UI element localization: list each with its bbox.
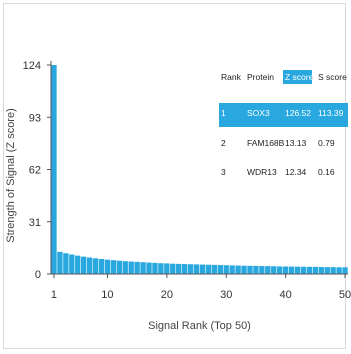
bar-34 bbox=[247, 265, 253, 274]
x-tick-label: 10 bbox=[101, 289, 113, 301]
bar-47 bbox=[324, 267, 330, 274]
x-tick-label: 50 bbox=[339, 289, 351, 301]
bar-19 bbox=[158, 263, 164, 274]
bar-18 bbox=[152, 262, 158, 274]
table-cell: WDR13 bbox=[247, 167, 277, 177]
bar-42 bbox=[294, 266, 301, 274]
bar-26 bbox=[199, 264, 206, 274]
x-tick-label: 40 bbox=[280, 289, 292, 301]
x-tick-label: 1 bbox=[51, 289, 57, 301]
bar-36 bbox=[259, 266, 265, 274]
table-cell: 126.52 bbox=[285, 108, 311, 118]
table-header-cell: S score bbox=[318, 72, 347, 82]
table-cell: 0.79 bbox=[318, 138, 335, 148]
bar-14 bbox=[128, 261, 134, 274]
bar-6 bbox=[81, 256, 87, 274]
bar-10 bbox=[104, 259, 111, 274]
bar-39 bbox=[277, 266, 283, 274]
y-tick-label: 62 bbox=[29, 165, 41, 177]
bar-50 bbox=[342, 267, 348, 274]
bar-9 bbox=[98, 259, 105, 274]
bar-21 bbox=[170, 263, 176, 274]
bar-29 bbox=[217, 265, 223, 274]
table-cell: 2 bbox=[221, 138, 226, 148]
bar-40 bbox=[282, 266, 289, 274]
table-cell: 1 bbox=[221, 108, 226, 118]
zscore-header-highlight bbox=[283, 70, 312, 84]
y-axis-title: Strength of Signal (Z score) bbox=[5, 108, 17, 243]
y-ticks-group: 0 31 62 93 124 bbox=[23, 60, 51, 281]
x-tick-label: 30 bbox=[220, 289, 232, 301]
x-ticks-group: 1 10 20 30 40 50 bbox=[51, 274, 351, 301]
bar-33 bbox=[241, 265, 247, 274]
bar-49 bbox=[336, 267, 342, 274]
table-cell: 3 bbox=[221, 167, 226, 177]
bar-41 bbox=[288, 266, 295, 274]
bar-8 bbox=[92, 258, 99, 274]
bar-5 bbox=[75, 255, 81, 274]
bar-46 bbox=[318, 267, 324, 274]
bar-32 bbox=[235, 265, 241, 274]
bar-45 bbox=[312, 266, 318, 274]
y-tick-label: 124 bbox=[23, 60, 41, 72]
bar-15 bbox=[134, 261, 140, 274]
y-tick-label: 0 bbox=[35, 269, 41, 281]
table-cell: SOX3 bbox=[247, 108, 270, 118]
table-cell: FAM168B bbox=[247, 138, 285, 148]
x-tick-label: 20 bbox=[161, 289, 173, 301]
bar-7 bbox=[86, 257, 93, 274]
x-axis-title: Signal Rank (Top 50) bbox=[148, 320, 251, 332]
bar-2 bbox=[57, 251, 63, 274]
table-row-highlight bbox=[219, 103, 348, 127]
table-header-cell-zscore: Z score bbox=[285, 72, 314, 82]
table-cell: 0.16 bbox=[318, 167, 335, 177]
y-tick-label: 31 bbox=[29, 217, 41, 229]
bar-24 bbox=[187, 264, 194, 274]
bar-30 bbox=[223, 265, 229, 274]
bar-48 bbox=[330, 267, 336, 274]
bar-20 bbox=[164, 263, 170, 274]
bar-31 bbox=[229, 265, 235, 274]
chart-frame bbox=[3, 3, 346, 349]
bar-12 bbox=[116, 260, 122, 274]
bar-37 bbox=[265, 266, 271, 274]
table-cell: 13.13 bbox=[285, 138, 307, 148]
y-tick-label: 93 bbox=[29, 112, 41, 124]
table-cell: 12.34 bbox=[285, 167, 307, 177]
axes-group bbox=[50, 61, 348, 275]
bar-11 bbox=[110, 260, 117, 274]
table-header-cell: Protein bbox=[247, 72, 274, 82]
bar-28 bbox=[211, 264, 218, 274]
bar-4 bbox=[69, 254, 75, 274]
bar-3 bbox=[63, 253, 69, 274]
bar-16 bbox=[140, 262, 146, 274]
table-cell: 113.39 bbox=[318, 108, 344, 118]
table-header-cell: Rank bbox=[221, 72, 242, 82]
bar-43 bbox=[300, 266, 307, 274]
bar-35 bbox=[253, 265, 259, 274]
bar-23 bbox=[181, 264, 188, 274]
bar-44 bbox=[306, 266, 313, 274]
bar-38 bbox=[271, 266, 277, 274]
bars-group bbox=[51, 65, 348, 274]
bar-27 bbox=[205, 264, 212, 274]
bar-13 bbox=[122, 261, 128, 274]
bar-22 bbox=[176, 263, 182, 274]
bar-17 bbox=[146, 262, 152, 274]
bar-25 bbox=[193, 264, 200, 274]
bar-1 bbox=[51, 65, 57, 274]
